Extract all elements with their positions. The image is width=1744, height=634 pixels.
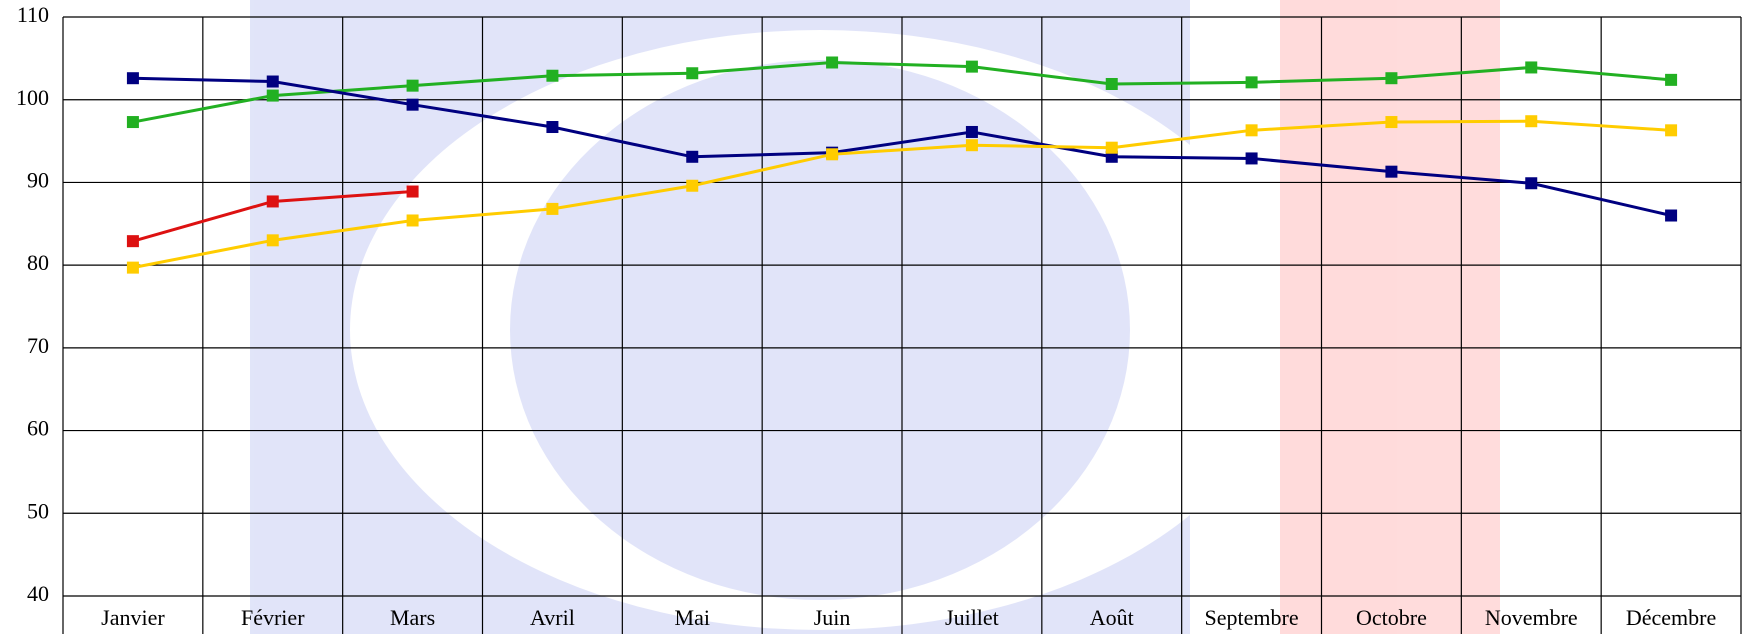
point xyxy=(1385,166,1397,178)
point xyxy=(546,203,558,215)
point xyxy=(1246,124,1258,136)
x-tick-label: Mars xyxy=(390,605,435,630)
point xyxy=(966,126,978,138)
point xyxy=(1106,78,1118,90)
point xyxy=(826,148,838,160)
point xyxy=(1665,210,1677,222)
x-tick-label: Juin xyxy=(814,605,851,630)
point xyxy=(966,61,978,73)
point xyxy=(1106,142,1118,154)
y-tick-label: 80 xyxy=(27,250,49,275)
point xyxy=(407,99,419,111)
chart: 40 50 60 70 80 90 100 110 Janvier Février Mars Avri… xyxy=(0,0,1744,634)
point xyxy=(686,67,698,79)
x-tick-label: Septembre xyxy=(1205,605,1299,630)
x-tick-label: Novembre xyxy=(1485,605,1578,630)
point xyxy=(1525,115,1537,127)
point xyxy=(546,70,558,82)
x-tick-label: Février xyxy=(241,605,305,630)
point xyxy=(267,90,279,102)
y-tick-label: 50 xyxy=(27,498,49,523)
point xyxy=(1385,72,1397,84)
point xyxy=(267,76,279,88)
x-tick-label: Octobre xyxy=(1356,605,1427,630)
point xyxy=(267,195,279,207)
point xyxy=(127,262,139,274)
watermark-disc xyxy=(510,60,1130,600)
x-tick-label: Juillet xyxy=(945,605,999,630)
x-tick-label: Mai xyxy=(675,605,710,630)
point xyxy=(267,234,279,246)
point xyxy=(1525,61,1537,73)
x-tick-label: Avril xyxy=(530,605,575,630)
x-tick-label: Janvier xyxy=(101,605,165,630)
x-tick-label: Août xyxy=(1090,605,1134,630)
point xyxy=(686,151,698,163)
y-tick-label: 100 xyxy=(16,85,49,110)
point xyxy=(127,235,139,247)
point xyxy=(1246,152,1258,164)
point xyxy=(127,72,139,84)
point xyxy=(546,121,558,133)
y-tick-label: 110 xyxy=(17,2,49,27)
point xyxy=(127,116,139,128)
point xyxy=(407,214,419,226)
point xyxy=(1525,177,1537,189)
point xyxy=(686,180,698,192)
x-tick-label: Décembre xyxy=(1626,605,1716,630)
watermark xyxy=(250,0,1500,634)
y-tick-label: 40 xyxy=(27,581,49,606)
point xyxy=(1665,74,1677,86)
point xyxy=(1246,76,1258,88)
point xyxy=(966,139,978,151)
point xyxy=(407,80,419,92)
point xyxy=(1385,116,1397,128)
point xyxy=(826,56,838,68)
point xyxy=(1665,124,1677,136)
point xyxy=(407,186,419,198)
y-tick-label: 60 xyxy=(27,416,49,441)
watermark-red xyxy=(1280,0,1500,634)
y-tick-label: 90 xyxy=(27,167,49,192)
y-tick-label: 70 xyxy=(27,333,49,358)
